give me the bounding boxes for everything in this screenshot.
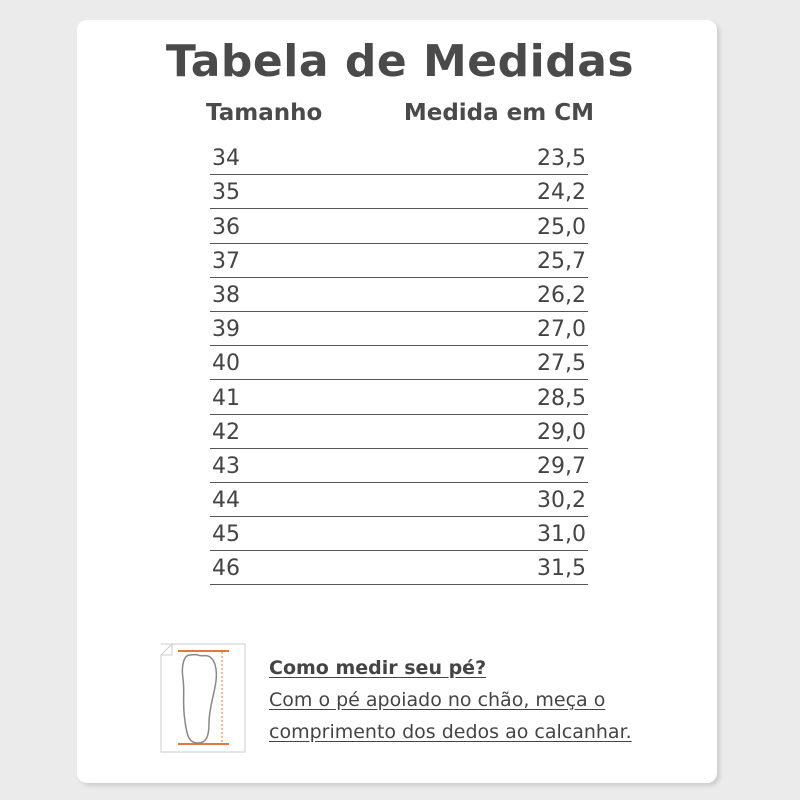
table-row: 44 30,2 (210, 483, 588, 518)
size-value: 38 (212, 282, 240, 308)
table-row: 38 26,2 (210, 278, 588, 312)
table-row: 42 29,0 (210, 415, 588, 449)
table-row: 43 29,7 (210, 449, 588, 483)
cm-value: 29,7 (537, 453, 586, 479)
cm-value: 25,7 (537, 248, 586, 274)
cm-value: 31,5 (537, 556, 586, 582)
column-header-size: Tamanho (206, 100, 323, 126)
table-row: 45 31,0 (210, 517, 588, 552)
table-row: 41 28,5 (210, 380, 588, 415)
cm-value: 24,2 (537, 180, 586, 206)
size-value: 42 (212, 419, 240, 445)
cm-value: 23,5 (537, 146, 586, 172)
table-row: 37 25,7 (210, 244, 588, 278)
size-value: 46 (212, 556, 240, 582)
page-title: Tabela de Medidas (165, 36, 635, 87)
table-row: 39 27,0 (210, 312, 588, 347)
size-value: 39 (212, 317, 240, 343)
table-row: 46 31,5 (210, 551, 588, 586)
cm-value: 31,0 (537, 522, 586, 548)
size-value: 37 (212, 248, 240, 274)
size-value: 44 (212, 488, 240, 514)
size-value: 40 (212, 351, 240, 377)
how-to-measure: Como medir seu pé? Com o pé apoiado no c… (269, 652, 632, 748)
table-row: 40 27,5 (210, 346, 588, 381)
cm-value: 26,2 (537, 282, 586, 308)
size-value: 45 (212, 522, 240, 548)
how-to-heading: Como medir seu pé? (269, 657, 487, 679)
table-row: 34 23,5 (210, 141, 588, 176)
cm-value: 29,0 (537, 419, 586, 445)
size-value: 43 (212, 453, 240, 479)
foot-measure-icon (160, 643, 246, 753)
how-to-line-2: comprimento dos dedos ao calcanhar. (269, 721, 632, 743)
size-value: 34 (212, 146, 240, 172)
size-value: 41 (212, 385, 240, 411)
column-header-measure: Medida em CM (403, 100, 594, 126)
size-table: 34 23,5 35 24,2 36 25,0 37 25,7 38 26,2 39 27,0 40 27… (210, 141, 588, 586)
size-value: 35 (212, 180, 240, 206)
size-value: 36 (212, 214, 240, 240)
table-row: 35 24,2 (210, 175, 588, 210)
cm-value: 30,2 (537, 488, 586, 514)
cm-value: 27,0 (537, 317, 586, 343)
how-to-line-1: Com o pé apoiado no chão, meça o (269, 689, 606, 711)
table-row: 36 25,0 (210, 209, 588, 244)
cm-value: 27,5 (537, 351, 586, 377)
cm-value: 25,0 (537, 214, 586, 240)
cm-value: 28,5 (537, 385, 586, 411)
